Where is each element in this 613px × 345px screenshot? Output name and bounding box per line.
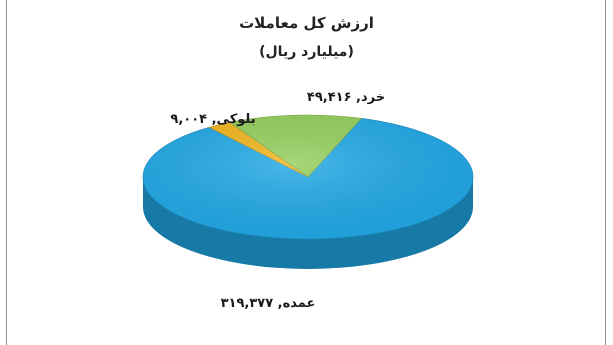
slice-label-1: بلوکی, ۹,۰۰۴	[170, 112, 255, 127]
chart-title: ارزش کل معاملات	[239, 14, 374, 32]
chart-subtitle: (میلیارد ریال)	[259, 44, 354, 60]
chart-frame	[6, 0, 606, 345]
slice-label-0: عمده, ۳۱۹,۳۷۷	[221, 296, 316, 311]
pie-sheen	[143, 115, 473, 239]
slice-label-2: خرد, ۴۹,۴۱۶	[307, 90, 385, 105]
pie-slice-side-0	[143, 177, 473, 269]
